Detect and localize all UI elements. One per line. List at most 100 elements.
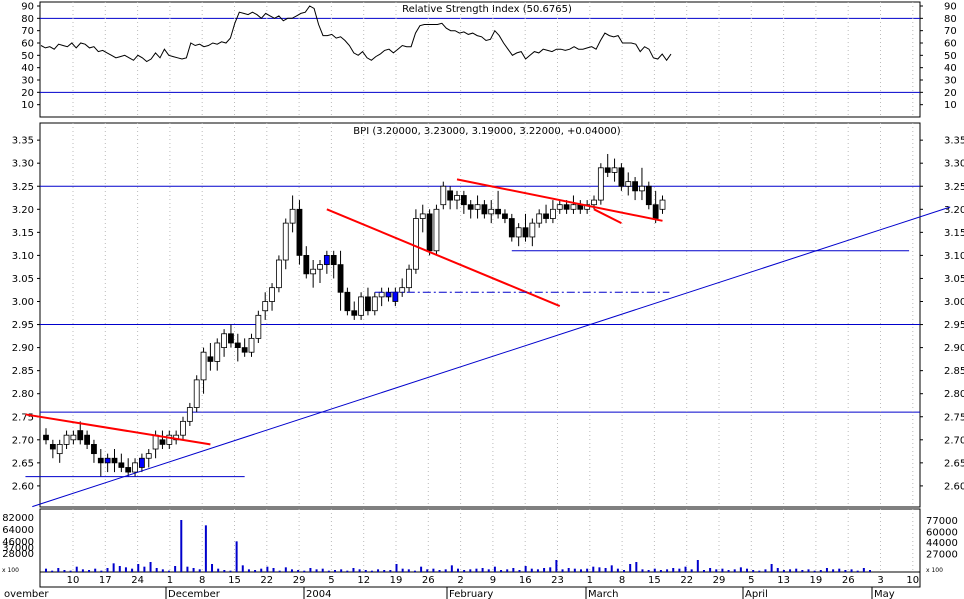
- candle-body: [228, 333, 234, 344]
- volume-tick-right: 44000: [926, 538, 958, 549]
- candle-body: [234, 342, 241, 348]
- candle-body: [392, 291, 399, 302]
- price-tick-right: 2.95: [944, 320, 964, 331]
- candle: [659, 195, 666, 214]
- candle-body: [365, 296, 371, 312]
- rsi-line: [40, 5, 672, 63]
- candle-body: [618, 167, 625, 187]
- candle: [125, 458, 132, 477]
- candle-body: [317, 264, 323, 270]
- candle: [604, 153, 611, 178]
- price-tick-left: 2.60: [12, 481, 34, 492]
- candle-body: [550, 208, 556, 219]
- candle: [173, 430, 180, 445]
- date-label: 15: [648, 575, 661, 586]
- date-label: 10: [67, 575, 80, 586]
- volume-tick-left: 64000: [2, 525, 34, 536]
- candle: [159, 430, 166, 450]
- rsi-tick-left: 70: [21, 26, 34, 37]
- month-label: December: [168, 589, 221, 599]
- rsi-tick-right: 30: [944, 76, 957, 87]
- candle-body: [282, 222, 289, 261]
- candle-body: [138, 457, 145, 468]
- candle: [323, 250, 330, 274]
- candle-body: [639, 185, 645, 192]
- candle: [111, 449, 118, 473]
- candle: [262, 292, 269, 320]
- candle-body: [652, 204, 659, 219]
- price-tick-right: 2.90: [944, 343, 964, 354]
- candle: [63, 430, 70, 450]
- candle-body: [186, 407, 193, 422]
- candle-body: [358, 296, 365, 316]
- trendline-red: [456, 178, 663, 222]
- price-tick-right: 2.80: [944, 389, 964, 400]
- candle: [303, 246, 310, 279]
- candle-body: [84, 434, 90, 445]
- date-label: 22: [680, 575, 693, 586]
- rsi-tick-right: 80: [944, 14, 957, 25]
- date-label: 13: [777, 575, 790, 586]
- rsi-tick-left: 90: [21, 2, 34, 13]
- candle: [632, 177, 638, 201]
- candle-body: [474, 204, 481, 210]
- candle-body: [200, 351, 207, 381]
- date-label: 1: [167, 575, 173, 586]
- candle-body: [529, 222, 536, 238]
- candle-body: [91, 444, 97, 455]
- rsi-tick-left: 80: [21, 14, 34, 25]
- candle-body: [508, 218, 515, 238]
- price-tick-right: 3.25: [944, 182, 964, 193]
- candle: [282, 218, 289, 270]
- candle: [584, 200, 591, 214]
- candle-body: [371, 296, 378, 312]
- date-label: 29: [713, 575, 726, 586]
- date-label: 2: [457, 575, 463, 586]
- candle-body: [488, 208, 495, 215]
- price-tick-right: 3.35: [944, 136, 964, 147]
- candle-body: [241, 347, 248, 353]
- price-tick-right: 2.60: [944, 481, 964, 492]
- candle-body: [296, 208, 303, 256]
- rsi-tick-right: 20: [944, 88, 957, 99]
- price-tick-left: 2.95: [12, 320, 34, 331]
- candle: [570, 195, 577, 214]
- date-label: 19: [390, 575, 403, 586]
- candle-body: [385, 291, 392, 298]
- candle-body: [611, 167, 618, 173]
- candle-body: [118, 462, 125, 468]
- candle: [426, 209, 433, 256]
- trendline-red: [25, 413, 211, 446]
- candle: [460, 190, 467, 214]
- candle-body: [207, 356, 214, 362]
- candle-body: [645, 185, 652, 206]
- candle: [255, 310, 262, 343]
- candle: [200, 347, 207, 394]
- candle-body: [56, 444, 63, 455]
- candle-body: [632, 181, 638, 192]
- volume-tick-left: 28000: [2, 549, 34, 560]
- candle-body: [337, 264, 344, 293]
- price-title: BPI (3.20000, 3.23000, 3.19000, 3.22000,…: [353, 126, 620, 137]
- candle: [481, 200, 488, 219]
- candle: [495, 190, 502, 219]
- candle-body: [378, 291, 385, 298]
- volume-tick-right: 27000: [926, 550, 958, 561]
- candle: [645, 181, 652, 210]
- candle: [522, 213, 529, 242]
- candle: [214, 338, 221, 371]
- price-tick-right: 3.15: [944, 228, 964, 239]
- candle-body: [145, 453, 152, 459]
- candle-body: [159, 439, 166, 445]
- candle: [221, 329, 228, 357]
- candle: [358, 292, 365, 320]
- candle: [440, 181, 447, 210]
- candle: [330, 250, 337, 279]
- candle-body: [70, 434, 77, 441]
- candle-body: [454, 195, 460, 201]
- price-tick-left: 3.15: [12, 228, 34, 239]
- candle: [207, 342, 214, 371]
- rsi-tick-right: 90: [944, 2, 957, 13]
- candle-body: [426, 213, 433, 252]
